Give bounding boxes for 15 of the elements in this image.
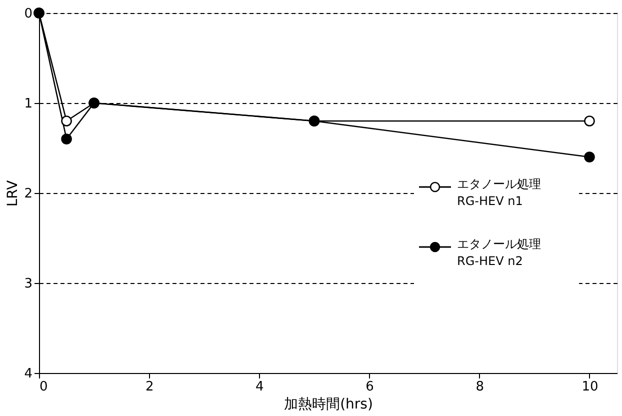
y-tick-label: 3 <box>24 276 32 292</box>
x-tick-label: 10 <box>582 380 598 394</box>
x-tick-label: 0 <box>40 380 48 394</box>
y-tick-label: 2 <box>24 186 32 202</box>
x-axis-title: 加熱時間(hrs) <box>284 396 373 412</box>
x-tick-label: 6 <box>366 380 374 394</box>
x-tick-label: 8 <box>476 380 484 394</box>
y-tick-label: 4 <box>24 366 32 382</box>
y-axis-title: LRV <box>5 180 22 207</box>
legend-label: エタノール処理 RG-HEV n1 <box>457 177 541 208</box>
y-tick-label: 0 <box>24 6 32 22</box>
x-tick-label: 2 <box>145 380 154 394</box>
x-tick-label: 4 <box>256 380 264 394</box>
y-tick-label: 1 <box>24 96 32 112</box>
legend-label: エタノール処理 RG-HEV n2 <box>457 237 541 268</box>
